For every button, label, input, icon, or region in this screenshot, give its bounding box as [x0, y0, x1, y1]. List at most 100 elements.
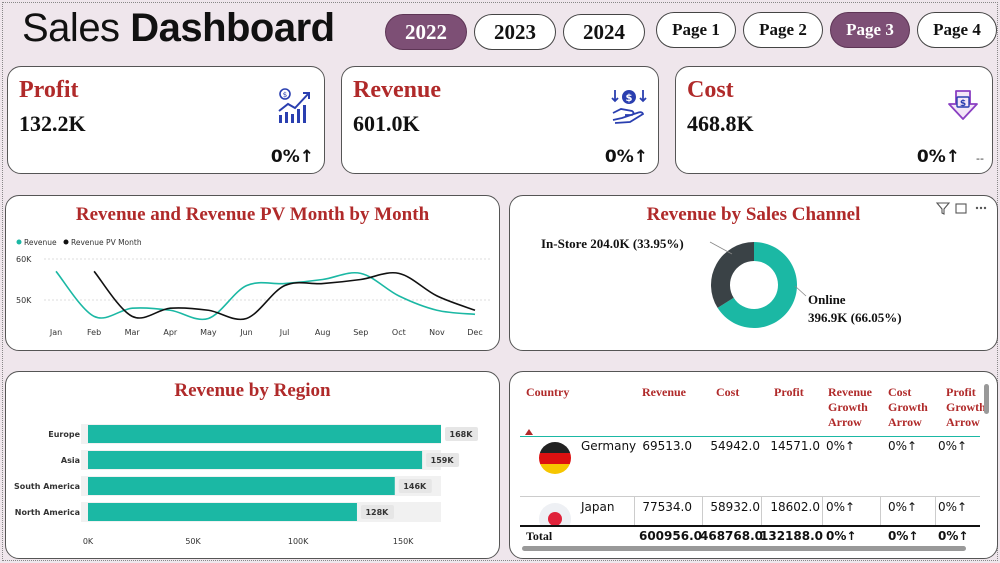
cell-revenue: 77534.0: [642, 500, 692, 514]
column-header-revenue-growth[interactable]: Revenue Growth Arrow: [828, 385, 872, 429]
focus-mode-icon[interactable]: [955, 203, 967, 214]
donut-chart: In-Store 204.0K (33.95%) Online 396.9K (…: [541, 236, 902, 328]
cell-cost-arrow: 0%↑: [888, 500, 918, 514]
x-tick-label: Aug: [315, 328, 331, 337]
y-tick-label: 60K: [16, 255, 32, 264]
country-table-card[interactable]: Country Revenue Cost Profit Revenue Grow…: [509, 371, 998, 559]
column-header-cost[interactable]: Cost: [716, 385, 740, 399]
x-tick-label: Mar: [125, 328, 141, 337]
header-divider: [520, 436, 980, 437]
bar-category-label: North America: [15, 508, 80, 517]
donut-label-instore: In-Store 204.0K (33.95%): [541, 236, 684, 251]
x-tick-label: May: [200, 328, 217, 337]
kpi-card-revenue[interactable]: Revenue 601.0K $ 0%↑: [341, 66, 659, 174]
cell-total-label: Total: [526, 529, 553, 543]
column-header-cost-growth[interactable]: Cost Growth Arrow: [888, 385, 928, 429]
kpi-change: 0%↑: [604, 147, 648, 167]
donut-slice-online[interactable]: [717, 242, 797, 328]
cell-country: Japan: [581, 500, 615, 514]
line-chart-card[interactable]: Revenue and Revenue PV Month by Month Re…: [5, 195, 500, 351]
cell-profit-arrow: 0%↑: [938, 500, 968, 514]
legend-label-revenue: Revenue: [24, 238, 57, 247]
horizontal-scrollbar[interactable]: [522, 546, 966, 551]
cell-total-revenue: 600956.0: [638, 529, 702, 543]
page-button-1[interactable]: Page 1: [656, 12, 736, 48]
sort-ascending-icon[interactable]: [524, 428, 534, 436]
legend-label-revenue-pv: Revenue PV Month: [71, 238, 142, 247]
cell-profit: 18602.0: [770, 500, 820, 514]
column-header-country[interactable]: Country: [526, 385, 570, 399]
cell-revenue: 69513.0: [642, 439, 692, 453]
bar-category-label: Europe: [48, 430, 80, 439]
column-header-profit-growth[interactable]: Profit Growth Arrow: [946, 385, 986, 429]
donut-slice-in-store[interactable]: [711, 242, 754, 308]
donut-label-online-value: 396.9K (66.05%): [808, 310, 902, 325]
column-header-revenue[interactable]: Revenue: [642, 385, 686, 399]
donut-label-online: Online: [808, 292, 846, 307]
series-line-revenue-pv: [93, 270, 476, 321]
germany-flag-icon: [539, 442, 571, 474]
page-button-3[interactable]: Page 3: [830, 12, 910, 48]
cell-total-profit: 132188.0: [760, 529, 824, 543]
bar-category-label: South America: [14, 482, 80, 491]
table-total-row: Total 600956.0 468768.0 132188.0 0%↑ 0%↑…: [520, 525, 980, 545]
svg-text:$: $: [960, 99, 966, 109]
leader-line: [794, 285, 807, 297]
bar-value-label: 168K: [450, 430, 474, 439]
cell-profit-arrow: 0%↑: [938, 439, 968, 453]
bar-north-america[interactable]: [88, 503, 357, 521]
svg-text:$: $: [283, 91, 287, 99]
x-tick-label: Dec: [467, 328, 482, 337]
cell-total-revenue-arrow: 0%↑: [826, 529, 857, 543]
bar-chart-card[interactable]: Revenue by Region Europe 168K Asia 159K Sout…: [5, 371, 500, 559]
visual-header-toolbar: [935, 202, 987, 215]
kpi-change: 0%↑: [916, 147, 960, 167]
year-button-2022[interactable]: 2022: [385, 14, 467, 50]
x-tick-label: Apr: [163, 328, 178, 337]
vertical-scrollbar[interactable]: [984, 384, 989, 414]
cell-profit: 14571.0: [770, 439, 820, 453]
kpi-card-profit[interactable]: Profit 132.2K $ 0%↑: [7, 66, 325, 174]
filter-icon[interactable]: [935, 202, 951, 215]
japan-flag-icon: [539, 503, 571, 528]
cell-country: Germany: [581, 439, 637, 453]
bar-europe[interactable]: [88, 425, 441, 443]
kpi-change: 0%↑: [270, 147, 314, 167]
kpi-value: 601.0K: [353, 111, 420, 136]
chart-title: Revenue by Sales Channel: [646, 204, 861, 225]
x-tick-label: Nov: [429, 328, 445, 337]
year-button-2023[interactable]: 2023: [474, 14, 556, 50]
page-button-2[interactable]: Page 2: [743, 12, 823, 48]
price-down-icon: $: [948, 90, 978, 120]
cell-revenue-arrow: 0%↑: [826, 500, 856, 514]
x-tick-label: Jan: [49, 328, 62, 337]
bar-value-label: 159K: [431, 456, 455, 465]
bar-value-label: 146K: [403, 482, 427, 491]
y-tick-label: 50K: [16, 296, 32, 305]
x-tick-label: Jul: [279, 328, 290, 337]
x-tick-label: 100K: [288, 537, 309, 546]
more-options-icon[interactable]: [975, 206, 979, 210]
donut-chart-card[interactable]: Revenue by Sales Channel In-Store 204.0K…: [509, 195, 998, 351]
cell-cost: 58932.0: [710, 500, 760, 514]
x-tick-label: 0K: [83, 537, 94, 546]
legend-marker-revenue: [16, 239, 22, 245]
column-header-profit[interactable]: Profit: [774, 385, 804, 399]
year-button-2024[interactable]: 2024: [563, 14, 645, 50]
kpi-card-cost[interactable]: Cost 468.8K $ 0%↑ --: [675, 66, 993, 174]
row-divider: [520, 496, 980, 497]
kpi-label: Revenue: [353, 77, 441, 103]
cell-cost-arrow: 0%↑: [888, 439, 918, 453]
cell-cost: 54942.0: [710, 439, 760, 453]
x-tick-label: Feb: [87, 328, 101, 337]
x-tick-label: Sep: [353, 328, 368, 337]
bar-value-label: 128K: [365, 508, 389, 517]
bar-south-america[interactable]: [88, 477, 395, 495]
chart-title: Revenue and Revenue PV Month by Month: [75, 204, 430, 225]
kpi-extra: --: [976, 152, 984, 165]
bar-asia[interactable]: [88, 451, 423, 469]
series-line-revenue: [55, 270, 476, 321]
money-hand-icon: $: [611, 90, 647, 124]
cell-revenue-arrow: 0%↑: [826, 439, 856, 453]
page-button-4[interactable]: Page 4: [917, 12, 997, 48]
